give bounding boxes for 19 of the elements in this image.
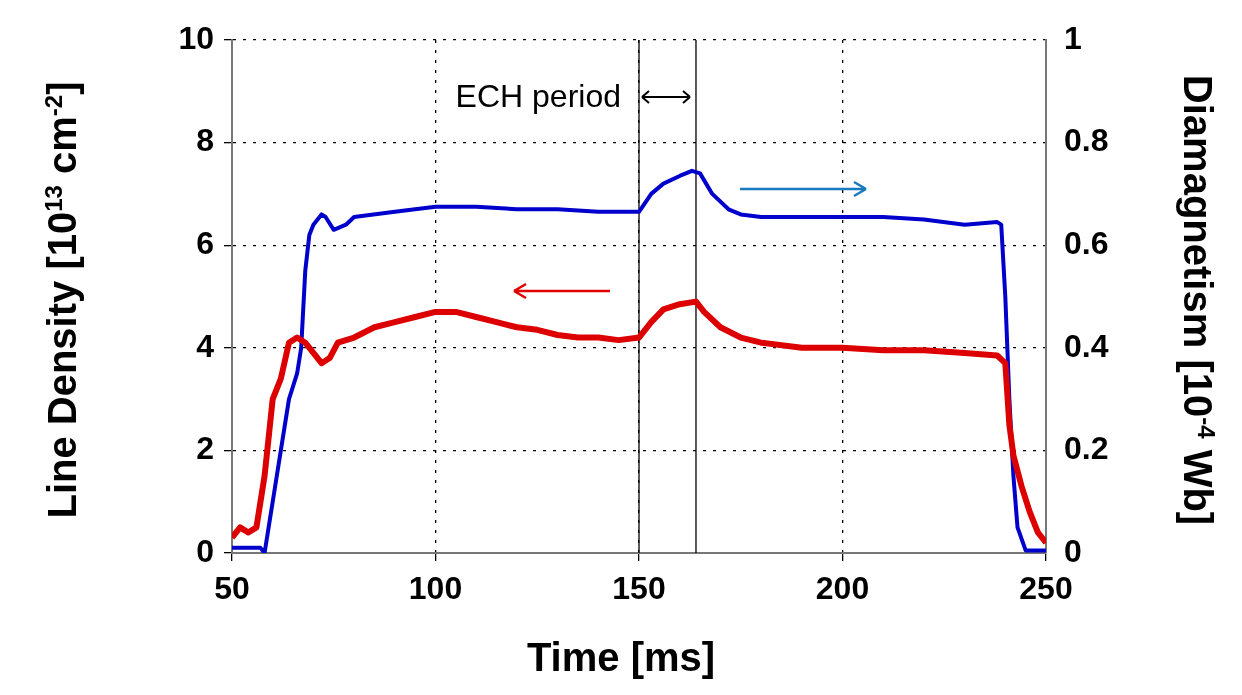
y-tick-label: 6 bbox=[196, 225, 214, 262]
y2-tick-label: 0 bbox=[1064, 532, 1082, 569]
x-tick-label: 50 bbox=[214, 570, 250, 607]
y2-tick-label: 0.2 bbox=[1064, 430, 1109, 467]
annotation: ECH period bbox=[455, 77, 621, 114]
y2-tick-label: 0.4 bbox=[1064, 327, 1109, 364]
y-tick-label: 0 bbox=[196, 532, 214, 569]
x-tick-label: 150 bbox=[612, 570, 666, 607]
y-tick-label: 8 bbox=[196, 122, 214, 159]
y2-tick-label: 1 bbox=[1064, 19, 1082, 56]
y-tick-label: 10 bbox=[178, 19, 214, 56]
y2-tick-label: 0.6 bbox=[1064, 225, 1109, 262]
y2-tick-label: 0.8 bbox=[1064, 122, 1109, 159]
x-tick-label: 200 bbox=[815, 570, 870, 607]
x-tick-label: 250 bbox=[1019, 570, 1073, 607]
y-tick-label: 2 bbox=[196, 430, 214, 467]
y-tick-label: 4 bbox=[196, 327, 215, 364]
x-tick-label: 100 bbox=[408, 570, 463, 607]
x-axis-title: Time [ms] bbox=[525, 635, 717, 679]
